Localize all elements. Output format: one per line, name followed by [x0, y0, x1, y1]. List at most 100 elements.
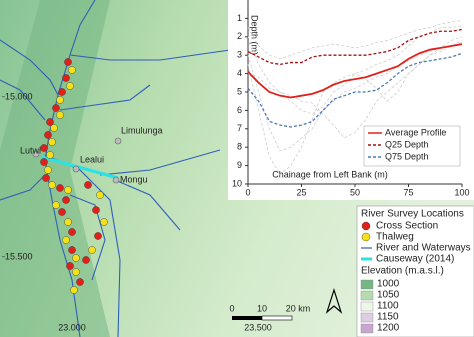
survey-point: [44, 131, 52, 139]
y-tick-label: 5: [237, 86, 242, 96]
survey-point: [52, 201, 60, 209]
place-label: Lealui: [80, 154, 104, 164]
survey-point: [68, 246, 76, 254]
y-tick-label: 6: [237, 105, 242, 115]
survey-point: [68, 66, 76, 74]
survey-point: [94, 232, 102, 240]
x-tick-label: 50: [350, 187, 360, 197]
survey-point: [76, 278, 84, 286]
y-axis-label: Depth (m): [250, 15, 260, 55]
survey-point: [48, 181, 56, 189]
lat-label: -15.000: [2, 91, 33, 101]
survey-point: [72, 254, 80, 262]
survey-point: [40, 144, 48, 152]
place-label: Limulunga: [121, 125, 163, 135]
lon-label: 23.000: [58, 322, 86, 332]
survey-point: [56, 96, 64, 104]
survey-point: [58, 88, 66, 96]
series-line: [247, 43, 463, 99]
survey-point: [40, 158, 48, 166]
survey-point: [58, 208, 66, 216]
survey-point: [50, 124, 58, 132]
legend-swatch: [360, 312, 374, 323]
legend-label: 1200: [377, 323, 400, 334]
legend-swatch: [360, 279, 374, 290]
survey-point: [100, 218, 108, 226]
survey-point: [64, 58, 72, 66]
scale-label: 10: [257, 303, 267, 313]
series-line: [247, 28, 463, 66]
place-label: Lutwi: [20, 145, 41, 155]
survey-point: [62, 196, 70, 204]
legend-label: Causeway (2014): [376, 254, 454, 265]
profile-line: [247, 19, 463, 60]
series-line: [247, 52, 463, 128]
survey-point: [44, 166, 52, 174]
survey-point: [62, 236, 70, 244]
y-tick-label: 7: [237, 123, 242, 133]
legend-label: Thalweg: [376, 232, 414, 243]
x-axis-label: Chainage from Left Bank (m): [272, 169, 388, 179]
scale-label: 0: [229, 303, 234, 313]
survey-point: [72, 268, 80, 276]
legend-swatch: [361, 232, 371, 242]
survey-point: [68, 228, 76, 236]
legend-title: River Survey Locations: [361, 209, 464, 220]
legend-label: Q75 Depth: [385, 151, 429, 161]
x-tick-label: 25: [296, 187, 306, 197]
survey-point: [62, 74, 70, 82]
lat-label: -15.500: [2, 251, 33, 261]
survey-point: [96, 191, 104, 199]
y-tick-label: 8: [237, 142, 242, 152]
lon-label: 23.500: [244, 322, 272, 332]
x-tick-label: 75: [403, 187, 413, 197]
legend-swatch: [361, 221, 371, 231]
survey-point: [92, 206, 100, 214]
survey-point: [52, 104, 60, 112]
place-markers: [32, 137, 122, 184]
x-tick-label: 100: [454, 187, 469, 197]
place-label: Mongu: [120, 174, 148, 184]
survey-point: [84, 181, 92, 189]
legend-panel: [356, 205, 474, 337]
legend-label: Cross Section: [376, 221, 438, 232]
survey-point: [46, 151, 54, 159]
survey-point: [46, 118, 54, 126]
y-tick-label: 3: [237, 50, 242, 60]
profile-line: [247, 36, 463, 176]
survey-point: [64, 218, 72, 226]
survey-point: [88, 246, 96, 254]
y-tick-label: 2: [237, 31, 242, 41]
y-tick-label: 9: [237, 160, 242, 170]
floodplain: [0, 0, 110, 337]
survey-points: [40, 58, 108, 294]
legend-label: Q25 Depth: [385, 139, 429, 149]
depth-chart: 1 2 3 4 5 6 7 8 9 100 25 50 75 100 Depth (m) Chainage f…: [232, 0, 470, 197]
legend-title: Elevation (m.a.s.l.): [361, 266, 444, 277]
survey-point: [82, 256, 90, 264]
scale-label: 20 km: [286, 303, 311, 313]
legend-swatch: [360, 301, 374, 312]
chart-panel: [228, 0, 474, 200]
y-tick-label: 10: [232, 178, 242, 188]
profile-line: [247, 40, 463, 139]
survey-point: [66, 82, 74, 90]
legend-label: 1050: [377, 290, 400, 301]
survey-point: [56, 111, 64, 119]
north-arrow: [325, 288, 343, 314]
x-tick-label: 0: [245, 187, 250, 197]
survey-point: [42, 174, 50, 182]
legend-label: River and Waterways: [376, 243, 471, 254]
y-tick-label: 1: [237, 13, 242, 23]
y-tick-label: 4: [237, 68, 242, 78]
scale-bar: [232, 315, 293, 321]
legend-label: 1000: [377, 279, 400, 290]
causeway: [41, 155, 119, 180]
legend-label: Average Profile: [385, 127, 446, 137]
legend-swatch: [360, 323, 374, 334]
survey-point: [56, 184, 64, 192]
profile-line: [247, 41, 463, 152]
survey-point: [66, 262, 74, 270]
